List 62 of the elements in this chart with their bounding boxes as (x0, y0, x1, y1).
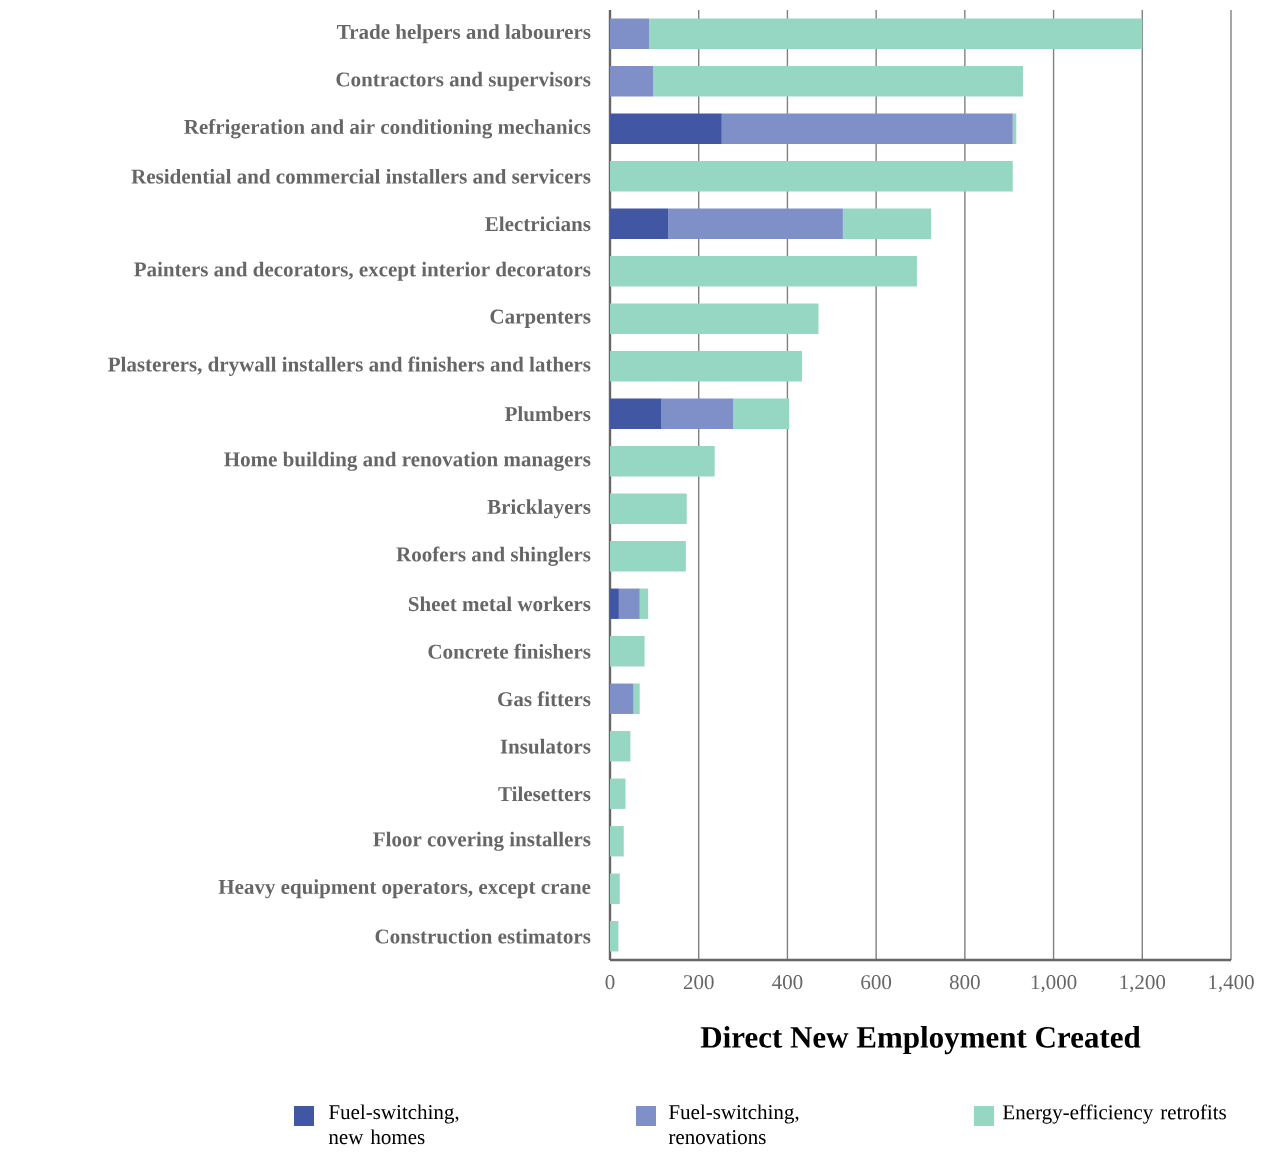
bar (610, 18, 650, 49)
bar (610, 208, 669, 239)
x-tick-label: 1,200 (1120, 975, 1166, 993)
bar (649, 18, 1143, 49)
y-tick-label: Gas fitters (498, 691, 591, 707)
y-tick-label: Home building and renovation managers (224, 451, 591, 471)
bar (610, 66, 654, 97)
x-tick-label: 1,400 (1209, 975, 1254, 993)
y-tick-label: Contractors and supervisors (336, 71, 591, 91)
bar (610, 683, 634, 714)
y-tick-label: Residential and commercial installers and servicers (131, 168, 591, 184)
legend-label: Energy-efficiency retrofits (1003, 1104, 1226, 1124)
bar (610, 113, 722, 144)
y-tick-label: Sheet metal workers (408, 596, 591, 612)
y-tick-label: Concrete finishers (428, 643, 591, 659)
legend-label: Fuel-switching, new homes (328, 1104, 459, 1145)
bar (610, 256, 917, 287)
bar (610, 493, 687, 524)
x-axis-title: Direct New Employment Created (700, 1025, 1141, 1055)
bar (610, 446, 715, 477)
bar (610, 351, 803, 382)
x-tick-label: 400 (772, 975, 803, 990)
y-tick-label: Floor covering installers (373, 831, 591, 851)
bar (842, 208, 932, 239)
bar (733, 398, 790, 429)
y-tick-label: Roofers and shinglers (396, 546, 591, 566)
legend-label: Fuel-switching, renovations (668, 1104, 799, 1145)
y-tick-label: Refrigeration and air conditioning mechanics (184, 119, 591, 139)
bar (610, 778, 626, 809)
bar (610, 873, 620, 904)
bar (610, 303, 819, 334)
y-tick-label: Painters and decorators, except interior decorators (134, 261, 591, 281)
x-tick-label: 800 (949, 975, 980, 990)
x-tick-label: 200 (683, 975, 714, 990)
bar (610, 588, 619, 619)
bar (610, 921, 619, 952)
x-tick-label: 1,000 (1031, 975, 1077, 993)
bar (610, 161, 1013, 192)
bar (633, 683, 640, 714)
bar (618, 588, 640, 619)
y-tick-label: Heavy equipment operators, except crane (218, 879, 591, 899)
bar (639, 588, 649, 619)
y-tick-label: Insulators (500, 738, 591, 754)
bar (668, 208, 843, 239)
y-tick-label: Plumbers (504, 406, 591, 422)
bar (610, 826, 624, 857)
bar (610, 398, 662, 429)
bar (610, 541, 686, 572)
bar (610, 636, 645, 667)
y-tick-label: Trade helpers and labourers (337, 24, 591, 44)
bar (721, 113, 1013, 144)
y-tick-label: Electricians (485, 216, 591, 232)
x-tick-label: 0 (605, 975, 615, 990)
y-tick-label: Construction estimators (375, 928, 591, 944)
y-tick-label: Tilesetters (498, 786, 591, 802)
y-tick-label: Bricklayers (487, 499, 591, 519)
x-tick-label: 600 (861, 975, 892, 990)
y-tick-label: Plasterers, drywall installers and finishers and lathers (108, 356, 591, 376)
bar (610, 731, 631, 762)
bar (661, 398, 734, 429)
y-tick-label: Carpenters (490, 309, 591, 328)
bar (653, 66, 1023, 97)
